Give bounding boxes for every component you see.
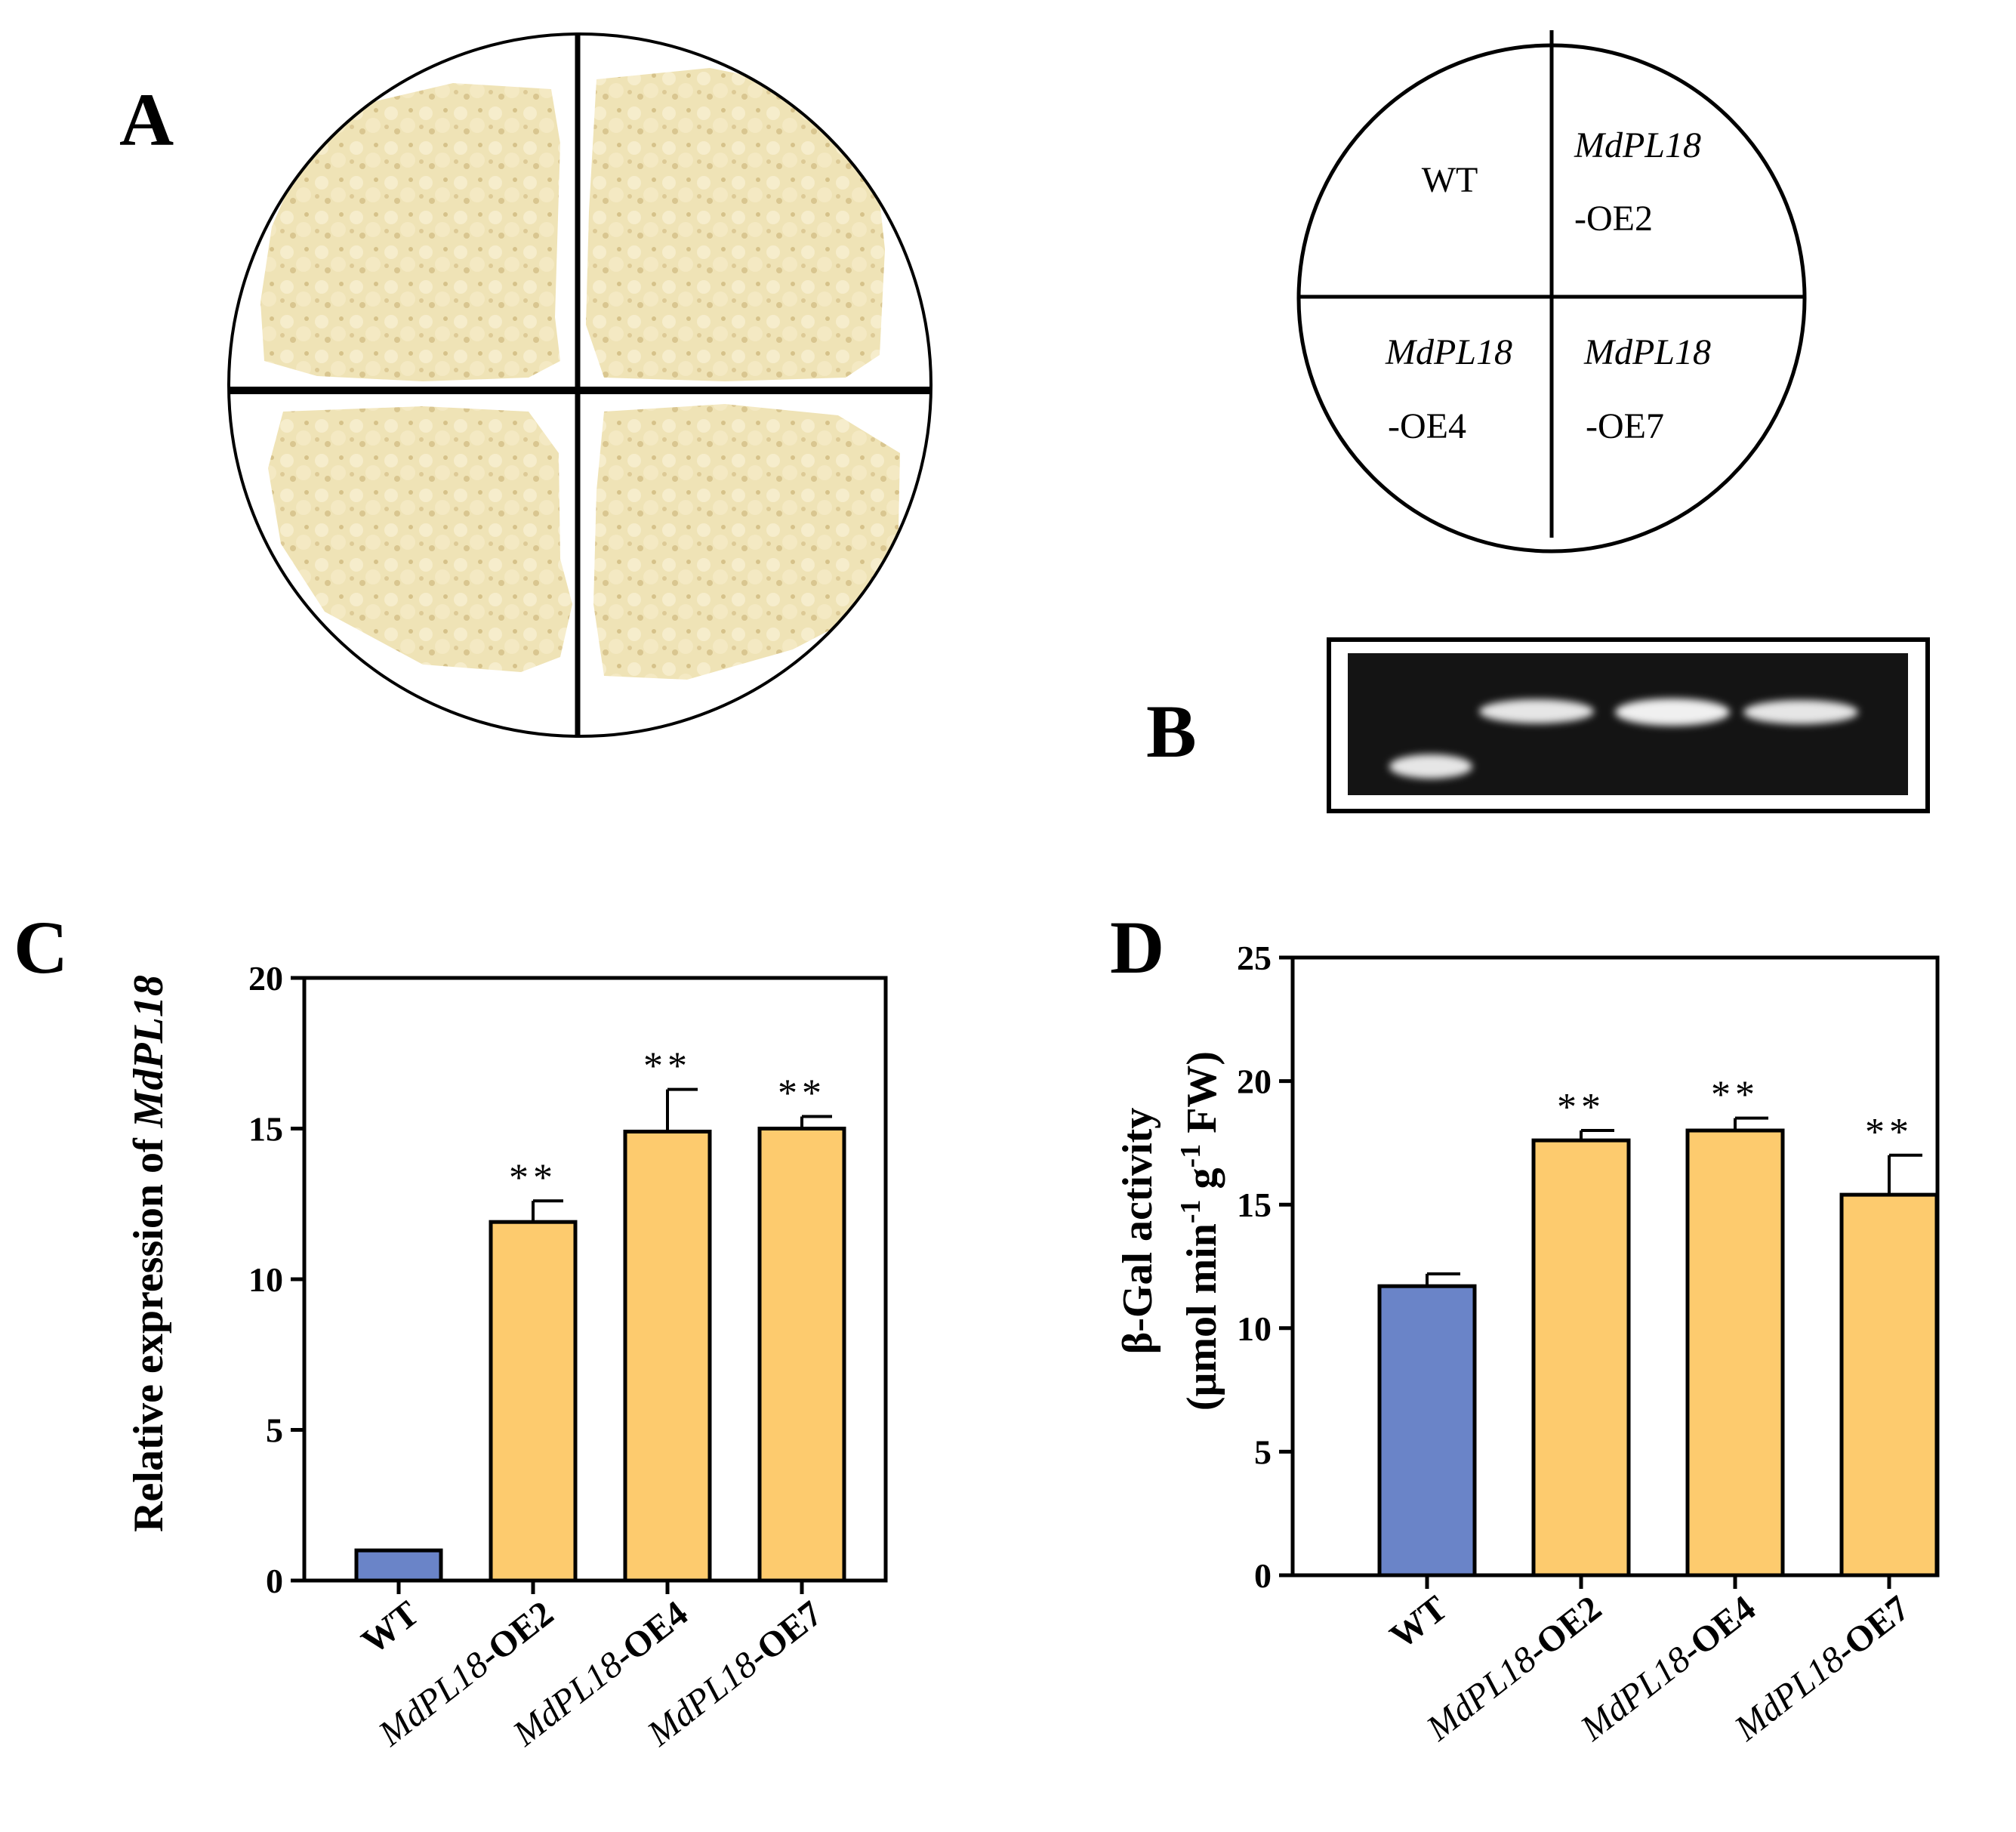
bar-oe4 <box>1685 1128 1785 1578</box>
significance-mark: ** <box>509 1156 557 1199</box>
y-tick-label: 15 <box>1237 1186 1272 1224</box>
significance-mark: ** <box>1557 1086 1605 1129</box>
bar-wt <box>1377 1284 1477 1578</box>
x-category-gene: MdPL18 <box>1573 1639 1698 1749</box>
gel-band-wt <box>1389 754 1472 779</box>
diagram-label-oe2-line: -OE2 <box>1574 199 1653 239</box>
significance-mark: ** <box>1711 1074 1759 1117</box>
chart-c-ylabel: Relative expression of MdPL18 <box>125 975 172 1532</box>
x-category-gene: MdPL18 <box>371 1644 496 1754</box>
panel-letter-b: B <box>1146 689 1197 773</box>
bar-wt <box>354 1548 443 1583</box>
panel-a: A <box>119 32 932 738</box>
diagram-label-oe2-gene: MdPL18 <box>1574 125 1701 165</box>
diagram-label-oe4-line: -OE4 <box>1388 406 1466 446</box>
x-category-label: WT <box>354 1593 427 1662</box>
panel-letter-d: D <box>1110 905 1164 989</box>
y-tick-label: 15 <box>248 1110 283 1149</box>
diagram-label-oe7-line: -OE7 <box>1586 406 1664 446</box>
plate-layout-diagram: WT MdPL18 -OE2 MdPL18 -OE4 MdPL18 -OE7 <box>1296 30 1807 554</box>
chart-d: 0510152025WT**MdPL18-OE2**MdPL18-OE4**Md… <box>1237 939 1940 1749</box>
plate-outline <box>227 32 932 738</box>
callus-q3 <box>268 406 572 672</box>
y-tick-label: 25 <box>1237 939 1272 977</box>
callus-q1 <box>260 83 560 381</box>
callus-plate-photo <box>229 34 931 736</box>
chart-d-ylabel-line1: β-Gal activity <box>1114 1108 1161 1355</box>
diagram-label-wt: WT <box>1422 160 1478 200</box>
bar-oe4 <box>623 1129 712 1583</box>
panel-b: B <box>1146 637 1930 813</box>
y-tick-label: 0 <box>266 1562 283 1600</box>
panel-c: C Relative expression of MdPL18 0 5 10 15 20… <box>14 905 888 1754</box>
gel-band-oe7 <box>1743 700 1858 724</box>
x-category-gene: MdPL18 <box>505 1644 630 1754</box>
x-category-gene: MdPL18 <box>1727 1639 1852 1749</box>
significance-mark: ** <box>1865 1111 1913 1154</box>
x-category-gene: MdPL18 <box>640 1644 765 1754</box>
significance-mark: ** <box>778 1072 826 1115</box>
bar-oe7 <box>1839 1192 1939 1578</box>
y-tick-label: 10 <box>248 1260 283 1299</box>
panel-letter-c: C <box>14 905 68 989</box>
panel-d: D β-Gal activity (μmol min-1 g-1 FW) 0 5 1… <box>1110 905 1940 1749</box>
bar-oe2 <box>489 1220 578 1583</box>
x-category-gene: MdPL18 <box>1419 1639 1544 1749</box>
panel-letter-a: A <box>119 78 174 162</box>
y-tick-label: 0 <box>1254 1556 1272 1595</box>
chart-d-ylabel-line2: (μmol min-1 g-1 FW) <box>1175 1051 1225 1411</box>
y-tick-label: 20 <box>248 959 283 998</box>
diagram-label-oe7-gene: MdPL18 <box>1583 332 1711 372</box>
y-tick-label: 5 <box>1254 1433 1272 1471</box>
chart-c: 05101520WT**MdPL18-OE2**MdPL18-OE4**MdPL… <box>248 959 888 1754</box>
diagram-label-oe4-gene: MdPL18 <box>1385 332 1512 372</box>
significance-mark: ** <box>643 1045 692 1088</box>
x-category-suffix: WT <box>354 1593 427 1662</box>
y-tick-label: 5 <box>266 1411 283 1450</box>
y-tick-label: 10 <box>1237 1309 1272 1348</box>
x-category-label: WT <box>1383 1588 1455 1657</box>
gel-band-oe4 <box>1615 699 1730 726</box>
bar-oe7 <box>757 1127 846 1583</box>
callus-q2 <box>586 68 885 381</box>
y-tick-label: 20 <box>1237 1062 1272 1101</box>
bar-oe2 <box>1531 1138 1631 1578</box>
x-category-suffix: WT <box>1383 1588 1455 1657</box>
gel-band-oe2 <box>1479 699 1594 723</box>
callus-q4 <box>593 404 900 680</box>
